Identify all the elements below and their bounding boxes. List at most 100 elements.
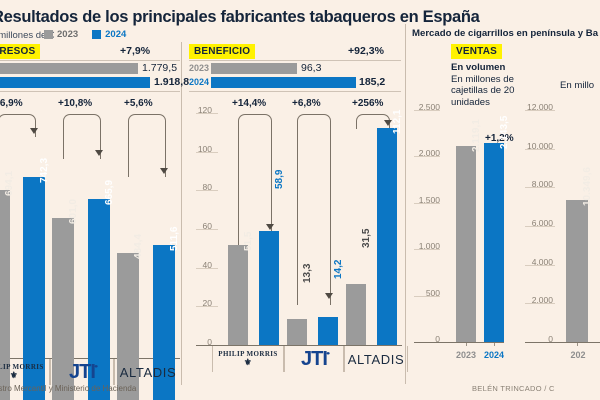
ingresos-bar-2024-jti: 665,9 <box>88 180 115 400</box>
beneficio-ytick-80: 80 <box>202 182 212 192</box>
ingresos-total-row-2023: 1.779,5 <box>0 62 180 74</box>
legend: 2023 2024 <box>44 29 126 40</box>
ingresos-bar-2023-philip-morris: 694,1 <box>0 171 15 400</box>
jti-logo-icon-2: JTI •• <box>301 347 330 370</box>
beneficio-value-2023-altadis: 31,5 <box>361 228 372 248</box>
ingresos-bar-2024-altadis: 511,6 <box>153 227 180 400</box>
legend-label-2023: 2023 <box>57 29 79 40</box>
beneficio-total-change: +92,3% <box>348 45 384 57</box>
ventas-val-gridline-2000 <box>525 303 555 304</box>
beneficio-ytick-40: 40 <box>202 260 212 270</box>
beneficio-gridline-60 <box>196 229 218 230</box>
ventas-val-gridline-8000 <box>525 187 555 188</box>
ingresos-total-change: +7,9% <box>120 45 151 57</box>
logo-altadis-beneficio: ALTADIS <box>344 346 408 372</box>
ingresos-arrow-altadis <box>159 168 168 174</box>
beneficio-rule-bottom <box>189 91 401 92</box>
divider-right <box>405 24 406 384</box>
ventas-vol-xlabel-2023: 2023 <box>455 350 477 360</box>
ventas-vol-ytick-1500: 1.500 <box>418 195 440 205</box>
ventas-val-ytick-10000: 10.000 <box>527 141 553 151</box>
ingresos-brace-jti <box>63 114 101 159</box>
beneficio-ytick-120: 120 <box>197 105 212 115</box>
beneficio-value-2024-jti: 14,2 <box>333 259 344 279</box>
source-note: Registro Mercantil y Ministerio de Hacie… <box>0 384 137 393</box>
ingresos-rule-top <box>0 60 180 61</box>
ventas-vol-gridline-1000 <box>414 249 440 250</box>
ventas-vol-tick-2024 <box>494 343 495 346</box>
altadis-logo-icon-2: ALTADIS <box>347 351 405 367</box>
ventas-vol-change: +1,2% <box>485 133 514 144</box>
ventas-val-ytick-4000: 4.000 <box>531 257 553 267</box>
beneficio-bar-2024-philip-morris: 58,9 <box>259 170 285 345</box>
ventas-vol-ytick-500: 500 <box>425 288 440 298</box>
ventas-vol-gridline-500 <box>414 296 440 297</box>
ingresos-bar-2023-jti: 601,0 <box>52 199 79 400</box>
beneficio-ytick-20: 20 <box>202 298 212 308</box>
ventas-val-gridline-4000 <box>525 265 555 266</box>
ingresos-arrow-philip-morris <box>29 128 38 134</box>
philip-morris-logo-icon-2: PHILIP MORRIS ⚜ <box>218 349 278 368</box>
beneficio-bar-2023-jti: 13,3 <box>287 264 313 345</box>
ventas-vol-ytick-0: 0 <box>435 334 440 344</box>
ventas-vol-value-2023: 2.119,1 <box>471 119 482 152</box>
beneficio-arrow-altadis <box>383 120 392 126</box>
beneficio-brace-jti <box>297 114 331 305</box>
beneficio-gridline-80 <box>196 190 218 191</box>
ventas-val-ytick-2000: 2.000 <box>531 295 553 305</box>
ingresos-change-jti: +10,8% <box>58 98 93 109</box>
ventas-volume-sub-text: En millones de cajetillas de 20 unidades <box>451 73 515 109</box>
beneficio-gridline-20 <box>196 306 218 307</box>
ventas-vol-tick-2023 <box>466 343 467 346</box>
beneficio-value-2023-philip-morris: 51,5 <box>243 231 254 251</box>
ventas-vol-bar-2023: 2.119,1 <box>456 119 482 342</box>
beneficio-total-row-2024: 2024 185,2 <box>189 76 401 88</box>
jti-logo-icon: JTI •• <box>69 360 98 383</box>
ingresos-bar-2023-altadis: 484,4 <box>117 234 144 400</box>
ingresos-value-2023-altadis: 484,4 <box>133 233 144 259</box>
ventas-volume-head-text: En volumen <box>451 62 506 73</box>
beneficio-change-altadis: +256% <box>352 98 384 109</box>
section-tag-ingresos: INGRESOS <box>0 44 41 59</box>
ingresos-value-2024-altadis: 511,6 <box>169 226 180 251</box>
beneficio-value-2024-altadis: 112,1 <box>392 109 403 134</box>
right-panel-title: Mercado de cigarrillos en península y Ba <box>412 28 599 39</box>
beneficio-year-2023: 2023 <box>189 63 210 73</box>
beneficio-rule-top <box>189 60 401 61</box>
beneficio-total-value-2024: 185,2 <box>359 76 386 88</box>
ingresos-total-bar-2024 <box>0 77 150 88</box>
beneficio-ytick-100: 100 <box>197 144 212 154</box>
ingresos-change-philip-morris: +6,9% <box>0 98 23 109</box>
beneficio-gridline-40 <box>196 268 218 269</box>
beneficio-ytick-60: 60 <box>202 221 212 231</box>
beneficio-change-jti: +6,8% <box>292 98 321 109</box>
logo-philip-morris-ingresos: PHILIP MORRIS⚜ <box>0 359 50 385</box>
beneficio-brace-philip-morris <box>238 114 272 245</box>
legend-label-2024: 2024 <box>105 29 127 40</box>
section-tag-beneficio: BENEFICIO <box>189 44 256 59</box>
ventas-val-ytick-0: 0 <box>548 334 553 344</box>
beneficio-change-philip-morris: +14,4% <box>232 98 267 109</box>
ingresos-value-2023-jti: 601,0 <box>68 198 79 224</box>
beneficio-bar-2023-philip-morris: 51,5 <box>228 232 254 345</box>
ventas-value-heading: En millo <box>560 80 595 91</box>
units-label-left: En millones de € <box>0 30 54 41</box>
ventas-val-ytick-8000: 8.000 <box>531 179 553 189</box>
ventas-vol-value-2024: 2.143,5 <box>499 115 510 149</box>
ventas-vol-xlabel-2024: 2024 <box>483 350 505 360</box>
beneficio-arrow-jti <box>324 293 333 299</box>
credit-note: BELÉN TRINCADO / C <box>472 384 555 393</box>
ingresos-total-value-2024: 1.918,8 <box>154 76 190 88</box>
ventas-val-gridline-10000 <box>525 149 555 150</box>
divider-left <box>181 42 182 360</box>
ventas-val-ytick-6000: 6.000 <box>531 218 553 228</box>
beneficio-ytick-0: 0 <box>207 337 212 347</box>
beneficio-arrow-philip-morris <box>265 224 274 230</box>
ingresos-brace-altadis <box>128 114 166 177</box>
beneficio-total-bar-2023 <box>211 63 297 74</box>
ingresos-brace-philip-morris <box>0 114 36 137</box>
beneficio-total-value-2023: 96,3 <box>301 62 322 74</box>
ingresos-arrow-jti <box>94 150 103 156</box>
ventas-val-xlabel-2023: 202 <box>570 350 586 360</box>
beneficio-year-2024: 2024 <box>189 77 210 87</box>
